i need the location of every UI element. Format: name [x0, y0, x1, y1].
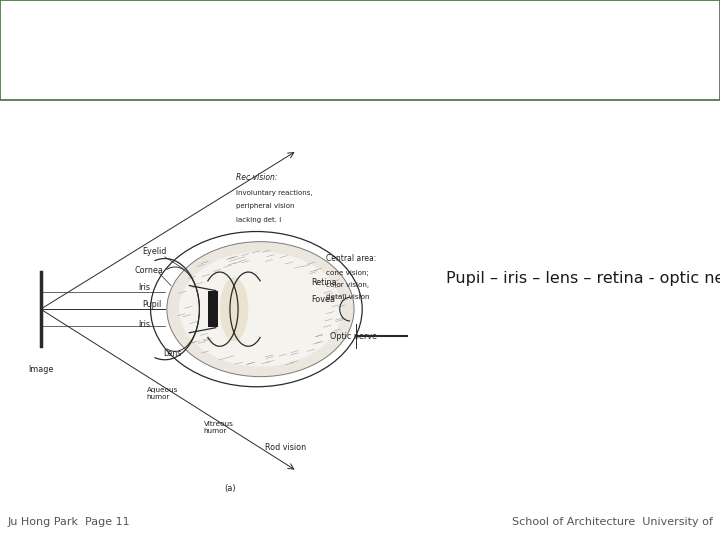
Text: lacking det. l: lacking det. l	[236, 217, 282, 222]
Text: (a): (a)	[224, 483, 235, 492]
Text: color vision,: color vision,	[325, 282, 369, 288]
Text: Part III. Illumination   Chapter 11. Lighting Fundamentals: Part III. Illumination Chapter 11. Light…	[9, 12, 385, 25]
Text: Vitreous
humor: Vitreous humor	[204, 421, 233, 434]
Text: Cornea: Cornea	[135, 266, 163, 275]
Text: Ju Hong Park  Page 11: Ju Hong Park Page 11	[7, 517, 130, 528]
Text: Aqueous
humor: Aqueous humor	[146, 387, 178, 400]
Text: detail vision: detail vision	[325, 294, 369, 300]
Ellipse shape	[179, 252, 342, 367]
Bar	[207, 291, 217, 327]
Text: Central area:: Central area:	[325, 254, 376, 263]
Text: Write a sequence of organs in eyes that light enters through (starting with Pupi: Write a sequence of organs in eyes that …	[9, 48, 614, 79]
Text: Rec vision:: Rec vision:	[236, 173, 277, 182]
Text: Pupil: Pupil	[143, 300, 162, 308]
Text: Optic nerve: Optic nerve	[330, 332, 377, 341]
Text: Rod vision: Rod vision	[264, 443, 306, 452]
Text: Retina: Retina	[311, 278, 337, 287]
Text: Involuntary reactions,: Involuntary reactions,	[236, 190, 312, 195]
Ellipse shape	[220, 277, 248, 341]
Text: Image: Image	[29, 366, 54, 374]
Text: Fovea: Fovea	[311, 294, 336, 303]
Text: peripheral vision: peripheral vision	[236, 203, 294, 209]
Ellipse shape	[167, 242, 354, 377]
Text: Iris: Iris	[138, 283, 150, 292]
Text: Lens: Lens	[163, 348, 181, 357]
Text: Eyelid: Eyelid	[143, 247, 167, 256]
Text: Iris: Iris	[138, 320, 150, 329]
Text: Pupil – iris – lens – retina - optic nerve: Pupil – iris – lens – retina - optic ner…	[446, 271, 720, 286]
Text: School of Architecture  University of: School of Architecture University of	[512, 517, 713, 528]
Text: cone vision;: cone vision;	[325, 269, 369, 276]
